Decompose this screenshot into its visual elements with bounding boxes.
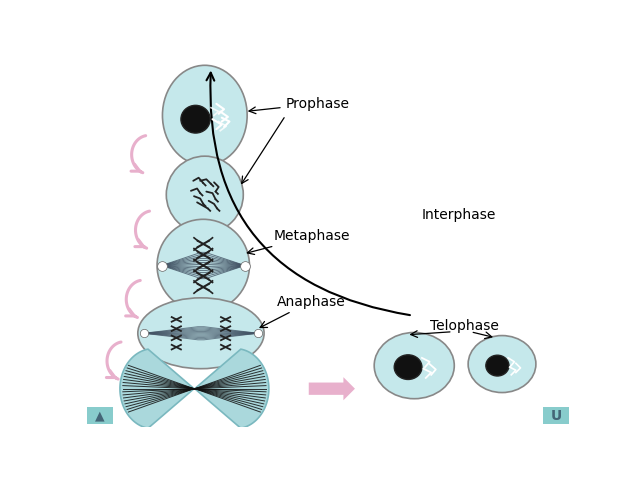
FancyBboxPatch shape	[543, 407, 569, 424]
Text: U: U	[550, 408, 561, 423]
Text: Metaphase: Metaphase	[247, 229, 351, 254]
Ellipse shape	[157, 219, 250, 312]
Ellipse shape	[181, 105, 210, 133]
Text: ▲: ▲	[95, 409, 105, 422]
Polygon shape	[308, 377, 355, 400]
Ellipse shape	[394, 355, 422, 380]
Ellipse shape	[486, 355, 509, 376]
Text: Telophase: Telophase	[430, 319, 499, 333]
Text: Anaphase: Anaphase	[260, 295, 345, 327]
FancyBboxPatch shape	[87, 407, 113, 424]
Text: Prophase: Prophase	[249, 96, 349, 114]
Polygon shape	[120, 349, 194, 428]
Polygon shape	[195, 349, 269, 428]
Text: Interphase: Interphase	[422, 208, 496, 222]
Ellipse shape	[138, 298, 264, 369]
Ellipse shape	[468, 336, 536, 393]
Ellipse shape	[163, 65, 247, 166]
Ellipse shape	[374, 333, 454, 399]
Ellipse shape	[166, 156, 243, 233]
